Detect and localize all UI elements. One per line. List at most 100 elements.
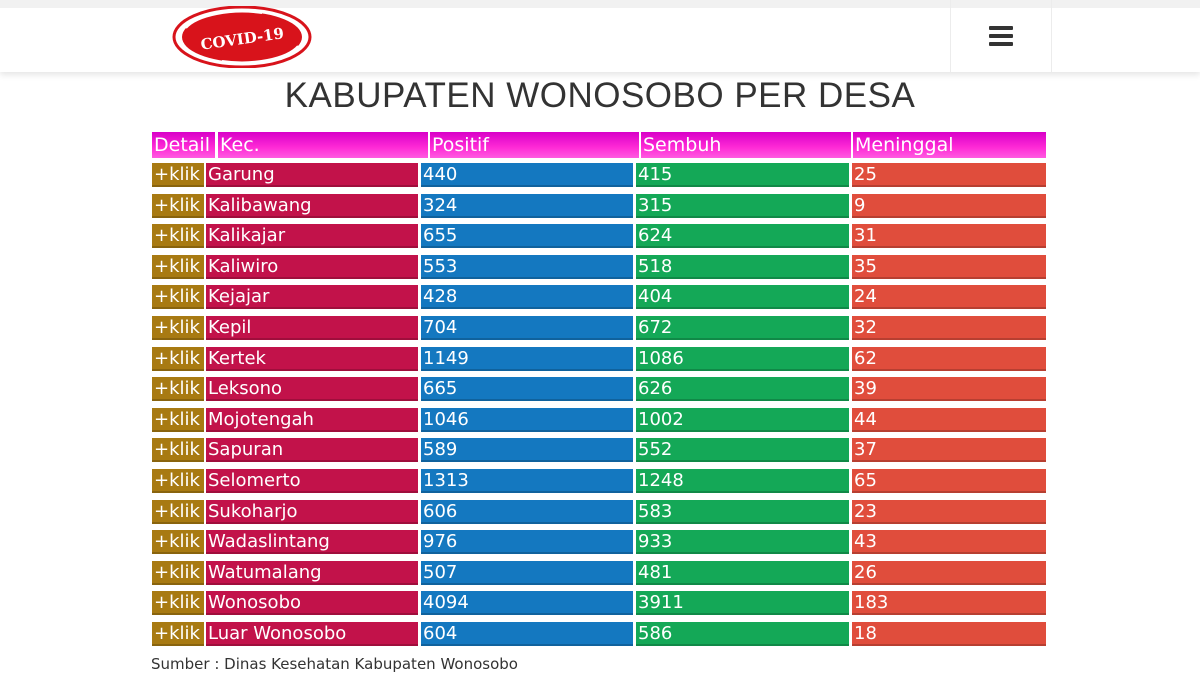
sembuh-cell: 672 <box>636 315 849 340</box>
data-table: Detail Kec. Positif Sembuh Meninggal +kl… <box>152 130 1048 651</box>
detail-link[interactable]: +klik <box>152 346 204 371</box>
covid19-logo-graphic: COVID-19 <box>172 6 312 68</box>
meninggal-cell: 43 <box>852 530 1046 555</box>
meninggal-cell: 18 <box>852 621 1046 646</box>
header-kecamatan: Kec. <box>218 132 428 158</box>
kecamatan-cell: Wonosobo <box>206 591 418 616</box>
positif-cell: 507 <box>421 560 633 585</box>
meninggal-cell: 65 <box>852 468 1046 493</box>
header-positif: Positif <box>430 132 639 158</box>
meninggal-cell: 26 <box>852 560 1046 585</box>
kecamatan-cell: Kejajar <box>206 285 418 310</box>
table-header-row: Detail Kec. Positif Sembuh Meninggal <box>152 130 1048 161</box>
sembuh-cell: 1086 <box>636 346 849 371</box>
kecamatan-cell: Kepil <box>206 315 418 340</box>
sembuh-cell: 586 <box>636 621 849 646</box>
sembuh-cell: 518 <box>636 254 849 279</box>
sembuh-cell: 933 <box>636 530 849 555</box>
kecamatan-cell: Watumalang <box>206 560 418 585</box>
table-row: +klik Watumalang 507 481 26 <box>152 559 1048 590</box>
positif-cell: 655 <box>421 224 633 249</box>
detail-link[interactable]: +klik <box>152 254 204 279</box>
table-row: +klik Mojotengah 1046 1002 44 <box>152 406 1048 437</box>
header-meninggal: Meninggal <box>853 132 1046 158</box>
detail-link[interactable]: +klik <box>152 193 204 218</box>
sembuh-cell: 624 <box>636 224 849 249</box>
sembuh-cell: 415 <box>636 163 849 187</box>
table-row: +klik Kaliwiro 553 518 35 <box>152 253 1048 284</box>
meninggal-cell: 183 <box>852 591 1046 616</box>
meninggal-cell: 25 <box>852 163 1046 187</box>
site-header: COVID-19 <box>0 0 1200 72</box>
kecamatan-cell: Leksono <box>206 377 418 402</box>
source-note: Sumber : Dinas Kesehatan Kabupaten Wonos… <box>151 655 518 673</box>
meninggal-cell: 39 <box>852 377 1046 402</box>
kecamatan-cell: Wadaslintang <box>206 530 418 555</box>
detail-link[interactable]: +klik <box>152 591 204 616</box>
meninggal-cell: 9 <box>852 193 1046 218</box>
meninggal-cell: 37 <box>852 438 1046 463</box>
detail-link[interactable]: +klik <box>152 163 204 187</box>
meninggal-cell: 24 <box>852 285 1046 310</box>
kecamatan-cell: Kertek <box>206 346 418 371</box>
detail-link[interactable]: +klik <box>152 499 204 524</box>
kecamatan-cell: Luar Wonosobo <box>206 621 418 646</box>
table-row: +klik Sapuran 589 552 37 <box>152 436 1048 467</box>
table-row: +klik Luar Wonosobo 604 586 18 <box>152 620 1048 651</box>
menu-button[interactable] <box>950 0 1052 72</box>
header-top-strip <box>0 0 1200 8</box>
meninggal-cell: 62 <box>852 346 1046 371</box>
table-row: +klik Wadaslintang 976 933 43 <box>152 528 1048 559</box>
meninggal-cell: 32 <box>852 315 1046 340</box>
table-row: +klik Kepil 704 672 32 <box>152 314 1048 345</box>
positif-cell: 324 <box>421 193 633 218</box>
covid19-logo[interactable]: COVID-19 <box>172 6 312 68</box>
table-row: +klik Kejajar 428 404 24 <box>152 283 1048 314</box>
sembuh-cell: 1248 <box>636 468 849 493</box>
detail-link[interactable]: +klik <box>152 285 204 310</box>
detail-link[interactable]: +klik <box>152 621 204 646</box>
meninggal-cell: 23 <box>852 499 1046 524</box>
positif-cell: 589 <box>421 438 633 463</box>
detail-link[interactable]: +klik <box>152 438 204 463</box>
table-row: +klik Kalikajar 655 624 31 <box>152 222 1048 253</box>
kecamatan-cell: Kalikajar <box>206 224 418 249</box>
hamburger-icon[interactable] <box>989 26 1013 46</box>
positif-cell: 1313 <box>421 468 633 493</box>
detail-link[interactable]: +klik <box>152 377 204 402</box>
sembuh-cell: 315 <box>636 193 849 218</box>
kecamatan-cell: Kaliwiro <box>206 254 418 279</box>
kecamatan-cell: Kalibawang <box>206 193 418 218</box>
page-title: KABUPATEN WONOSOBO PER DESA <box>284 76 916 115</box>
kecamatan-cell: Mojotengah <box>206 407 418 432</box>
detail-link[interactable]: +klik <box>152 560 204 585</box>
sembuh-cell: 1002 <box>636 407 849 432</box>
kecamatan-cell: Garung <box>206 163 418 187</box>
positif-cell: 976 <box>421 530 633 555</box>
positif-cell: 604 <box>421 621 633 646</box>
detail-link[interactable]: +klik <box>152 468 204 493</box>
positif-cell: 4094 <box>421 591 633 616</box>
detail-link[interactable]: +klik <box>152 407 204 432</box>
detail-link[interactable]: +klik <box>152 224 204 249</box>
positif-cell: 606 <box>421 499 633 524</box>
header-sembuh: Sembuh <box>641 132 851 158</box>
positif-cell: 553 <box>421 254 633 279</box>
positif-cell: 440 <box>421 163 633 187</box>
table-row: +klik Kalibawang 324 315 9 <box>152 192 1048 223</box>
meninggal-cell: 35 <box>852 254 1046 279</box>
detail-link[interactable]: +klik <box>152 530 204 555</box>
meninggal-cell: 31 <box>852 224 1046 249</box>
sembuh-cell: 552 <box>636 438 849 463</box>
sembuh-cell: 481 <box>636 560 849 585</box>
table-row: +klik Wonosobo 4094 3911 183 <box>152 589 1048 620</box>
table-row: +klik Sukoharjo 606 583 23 <box>152 498 1048 529</box>
sembuh-cell: 404 <box>636 285 849 310</box>
detail-link[interactable]: +klik <box>152 315 204 340</box>
positif-cell: 1149 <box>421 346 633 371</box>
table-row: +klik Garung 440 415 25 <box>152 161 1048 192</box>
positif-cell: 428 <box>421 285 633 310</box>
table-row: +klik Selomerto 1313 1248 65 <box>152 467 1048 498</box>
kecamatan-cell: Sapuran <box>206 438 418 463</box>
